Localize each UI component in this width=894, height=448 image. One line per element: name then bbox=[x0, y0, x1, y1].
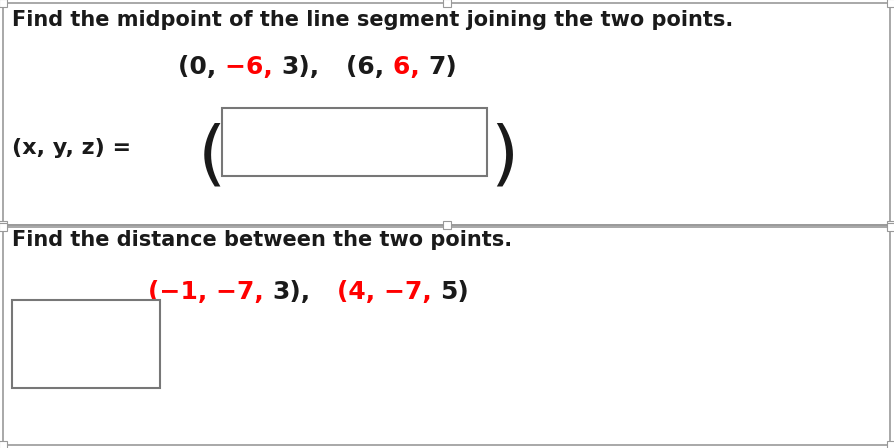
Bar bbox=[3, 3, 890, 225]
Text: (6,: (6, bbox=[346, 55, 392, 79]
Text: 3),: 3), bbox=[273, 280, 310, 304]
Text: 6,: 6, bbox=[392, 55, 428, 79]
Text: −7,: −7, bbox=[216, 280, 273, 304]
Bar bbox=[887, 0, 894, 7]
Text: 3),: 3), bbox=[282, 55, 320, 79]
Text: −7,: −7, bbox=[384, 280, 440, 304]
Text: 7): 7) bbox=[428, 55, 457, 79]
Text: (0,: (0, bbox=[178, 55, 225, 79]
Text: ): ) bbox=[490, 122, 519, 191]
Bar bbox=[222, 108, 487, 176]
Text: 5): 5) bbox=[440, 280, 469, 304]
Text: (−1,: (−1, bbox=[148, 280, 216, 304]
Text: (: ( bbox=[198, 122, 226, 191]
Bar bbox=[0, 223, 7, 231]
Text: (x, y, z) =: (x, y, z) = bbox=[12, 138, 131, 158]
Bar bbox=[887, 221, 894, 229]
Bar bbox=[443, 221, 451, 229]
Bar bbox=[12, 300, 160, 388]
Bar bbox=[443, 0, 451, 7]
Text: Find the midpoint of the line segment joining the two points.: Find the midpoint of the line segment jo… bbox=[12, 10, 733, 30]
Bar bbox=[0, 221, 7, 229]
Text: (4,: (4, bbox=[337, 280, 384, 304]
Text: −6,: −6, bbox=[225, 55, 282, 79]
Bar bbox=[0, 441, 7, 448]
Bar bbox=[0, 0, 7, 7]
Bar bbox=[887, 223, 894, 231]
Text: Find the distance between the two points.: Find the distance between the two points… bbox=[12, 230, 512, 250]
Bar bbox=[3, 227, 890, 445]
Bar bbox=[887, 441, 894, 448]
